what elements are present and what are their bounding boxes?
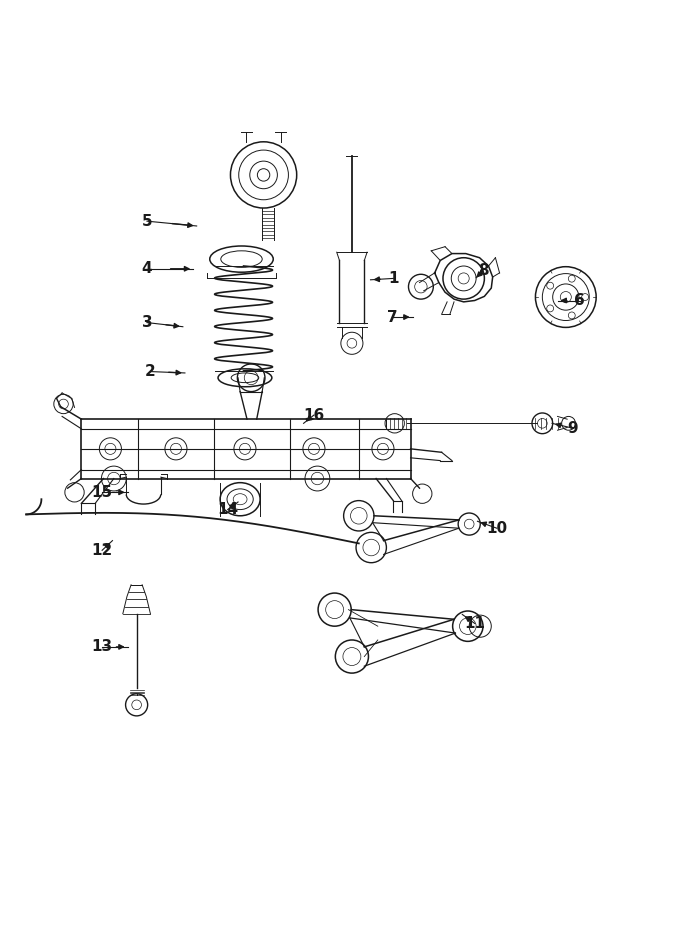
Text: 9: 9: [567, 421, 578, 436]
Text: 16: 16: [304, 408, 324, 423]
Text: 7: 7: [386, 309, 397, 324]
Text: 4: 4: [141, 261, 152, 276]
Text: 1: 1: [388, 271, 399, 286]
Text: 3: 3: [141, 315, 152, 330]
Text: 15: 15: [92, 484, 112, 499]
Text: 5: 5: [141, 214, 152, 229]
Text: 10: 10: [486, 520, 507, 535]
Text: 14: 14: [217, 502, 238, 517]
Text: 13: 13: [92, 639, 112, 655]
Text: 11: 11: [464, 616, 485, 631]
Text: 8: 8: [477, 263, 489, 278]
Text: 2: 2: [145, 364, 156, 379]
Text: 12: 12: [92, 543, 112, 558]
Text: 6: 6: [574, 293, 585, 308]
